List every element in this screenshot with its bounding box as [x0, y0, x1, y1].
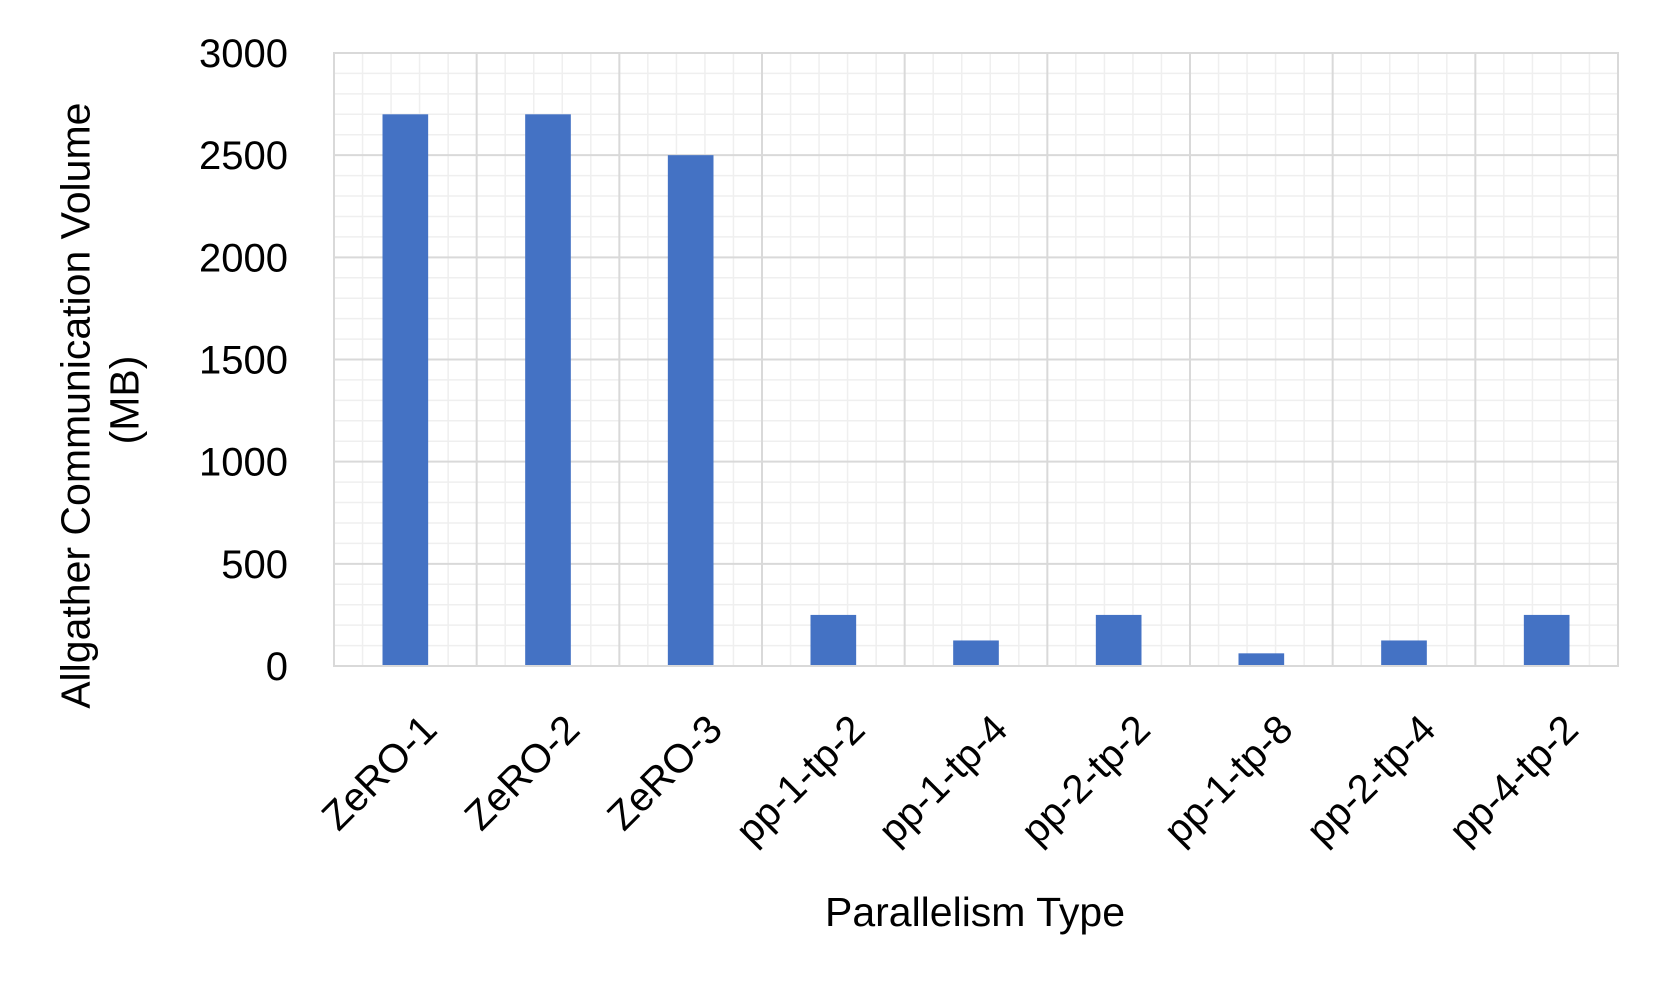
x-tick-label: pp-1-tp-4 [870, 707, 1016, 853]
bar-pp-1-tp-2 [810, 614, 857, 666]
bar-zero-1 [382, 114, 429, 667]
x-tick-label: ZeRO-3 [599, 707, 731, 839]
y-axis-tick-labels: 0 500 1000 1500 2000 2500 3000 [199, 32, 288, 689]
bar-pp-1-tp-8 [1238, 653, 1285, 666]
y-axis-title: Allgather Communication Volume (MB) [53, 91, 148, 709]
bar-pp-4-tp-2 [1523, 614, 1570, 666]
x-tick-label: ZeRO-2 [456, 707, 588, 839]
y-tick-label: 2500 [199, 134, 288, 178]
bar-zero-3 [667, 155, 714, 666]
y-tick-label: 1000 [199, 441, 288, 485]
x-tick-label: pp-4-tp-2 [1441, 707, 1587, 853]
y-axis-title-line-1: Allgather Communication Volume [53, 103, 99, 709]
y-tick-label: 2000 [199, 236, 288, 280]
bar-pp-1-tp-4 [953, 640, 999, 666]
bar-pp-2-tp-4 [1381, 640, 1427, 666]
x-axis-tick-labels: ZeRO-1 ZeRO-2 ZeRO-3pp-1-tp-2pp-1-tp-4pp-2… [314, 707, 1587, 853]
y-tick-label: 500 [221, 543, 288, 587]
x-axis-title: Parallelism Type [825, 889, 1125, 935]
x-tick-label: pp-1-tp-2 [728, 707, 874, 853]
x-tick-label: pp-2-tp-2 [1013, 707, 1159, 853]
bar-zero-2 [525, 114, 571, 667]
bar-pp-2-tp-2 [1095, 614, 1142, 666]
bar-series [382, 114, 1570, 667]
x-tick-label: ZeRO-1 [314, 707, 446, 839]
y-axis-title-line-2: (MB) [102, 356, 148, 445]
y-tick-label: 3000 [199, 32, 288, 76]
x-tick-label: pp-1-tp-8 [1156, 707, 1302, 853]
y-tick-label: 1500 [199, 339, 288, 383]
plot-area-border [333, 52, 1619, 667]
x-tick-label: pp-2-tp-4 [1298, 707, 1444, 853]
y-tick-label: 0 [266, 645, 288, 689]
